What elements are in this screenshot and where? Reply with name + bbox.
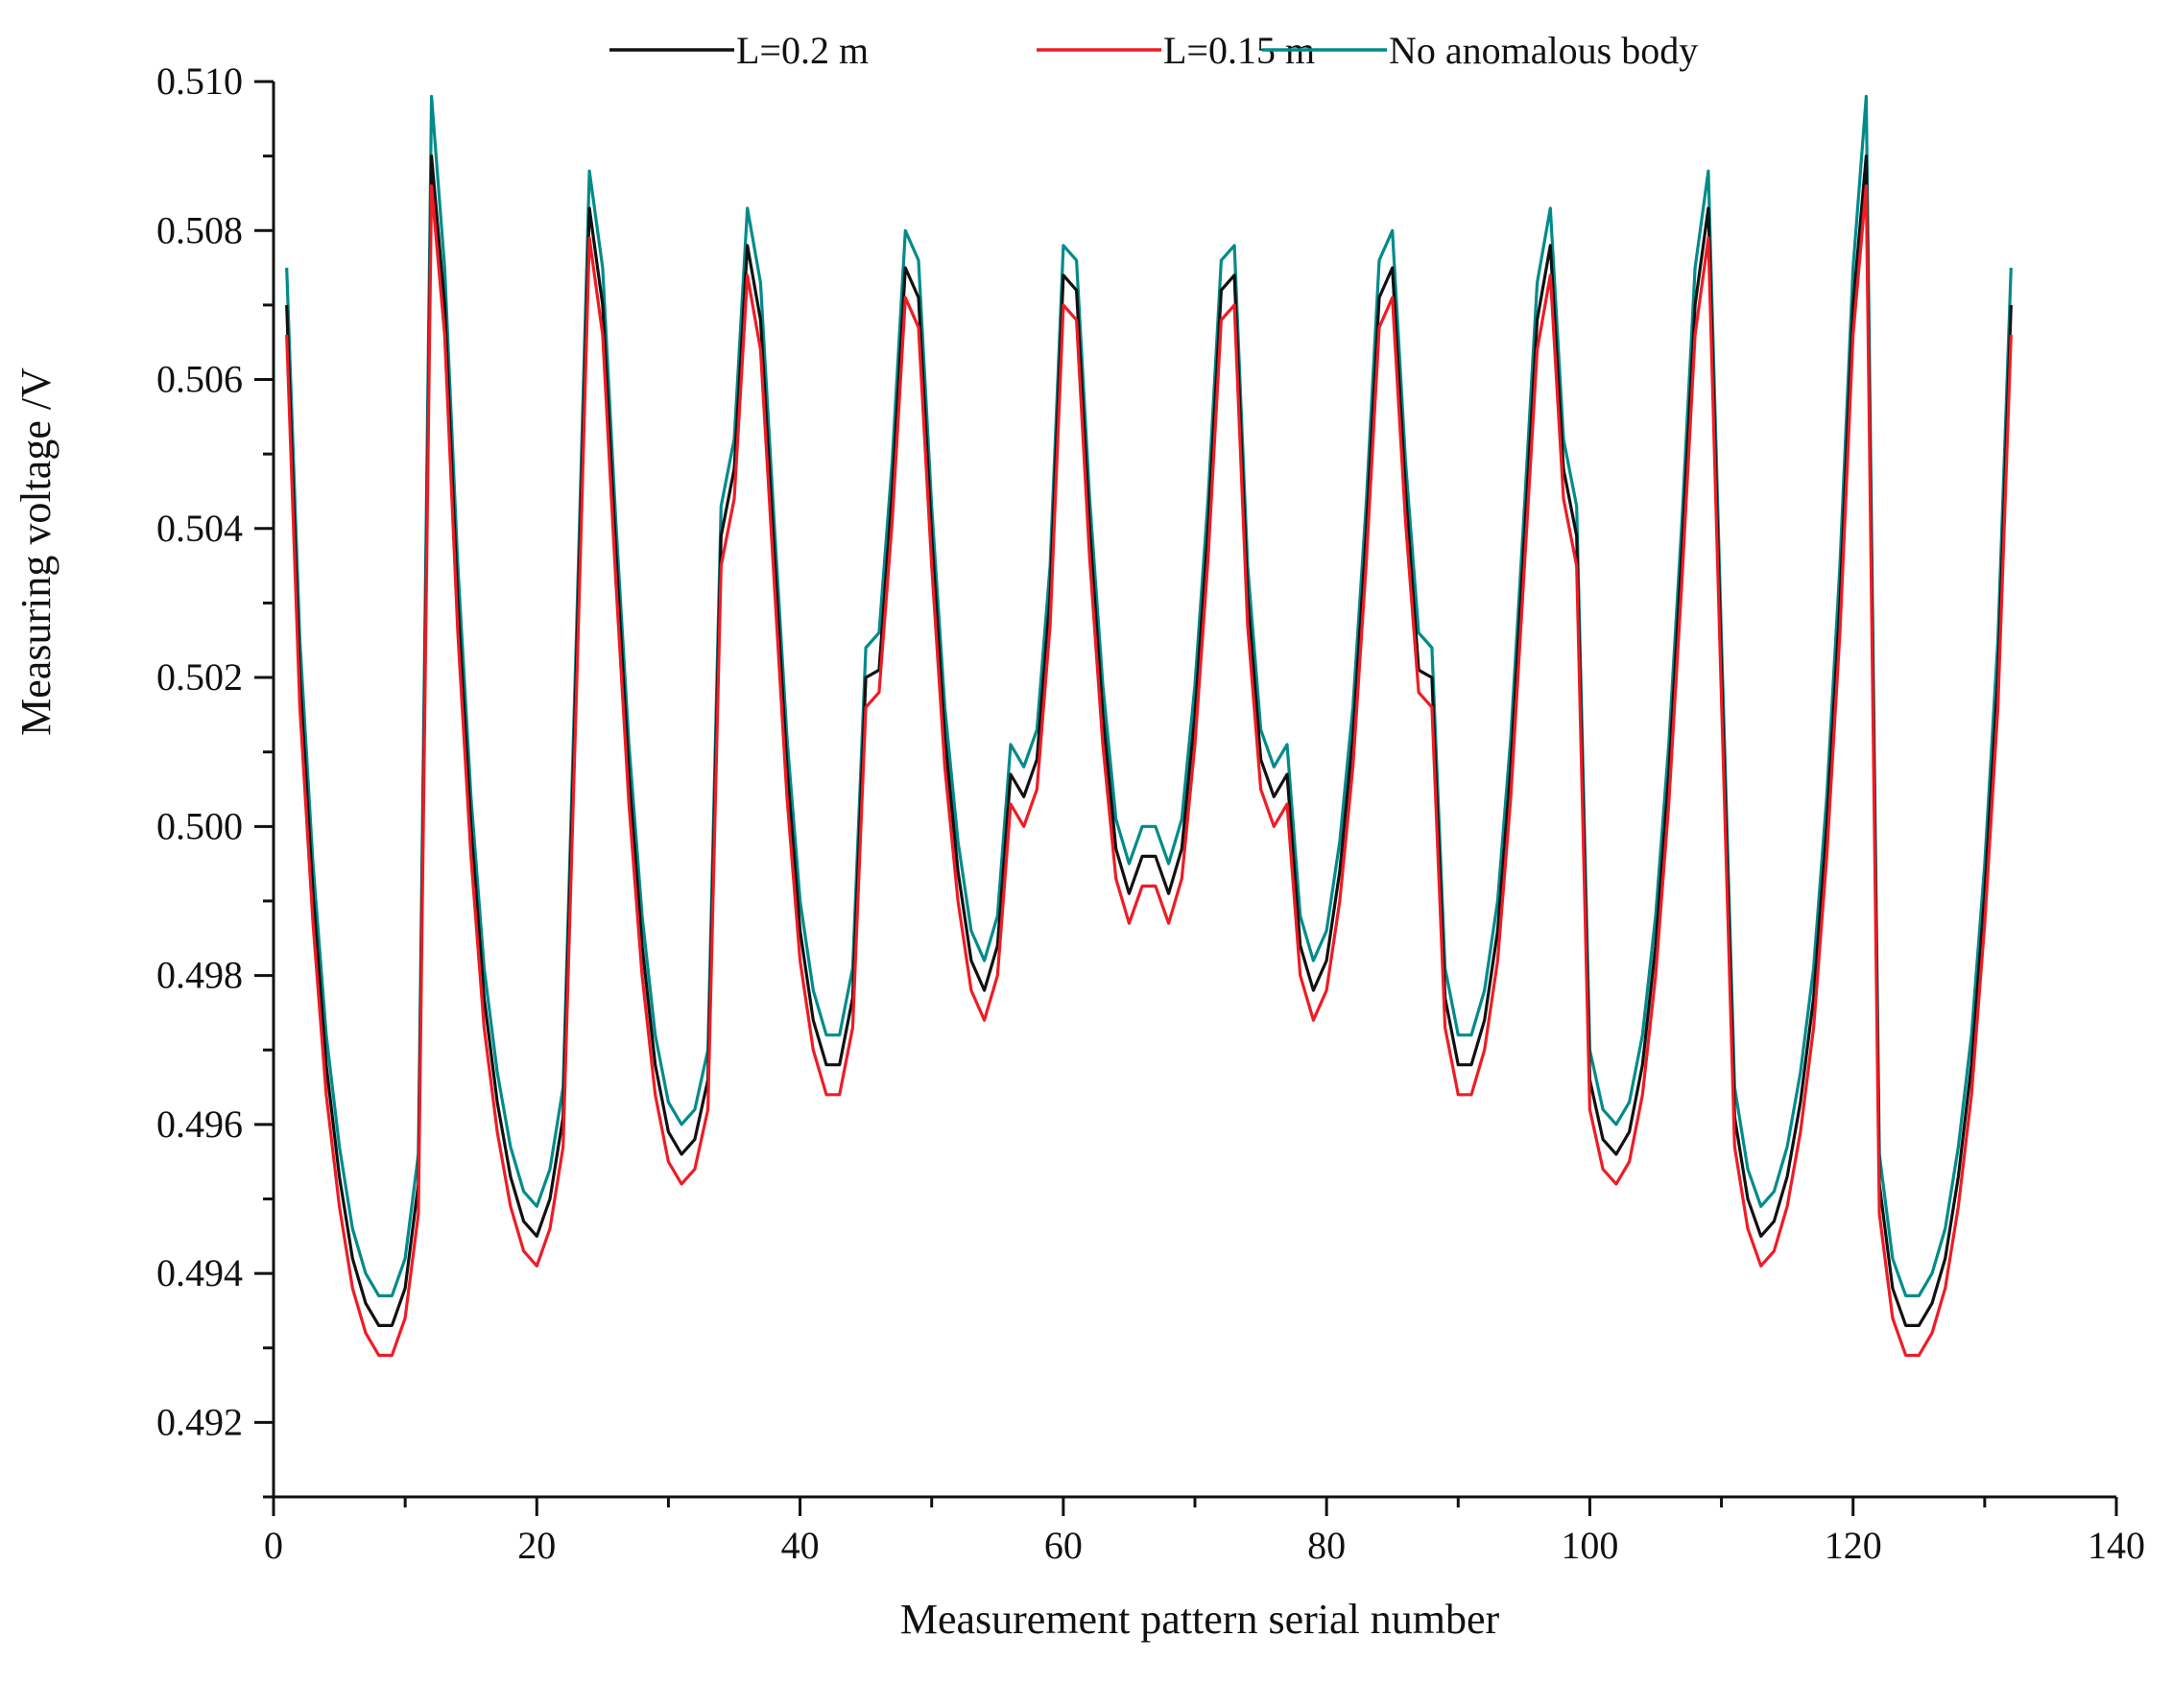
x-tick-label: 120 xyxy=(1825,1524,1882,1567)
x-tick-label: 40 xyxy=(781,1524,820,1567)
y-tick-label: 0.498 xyxy=(156,954,243,997)
series-line-2 xyxy=(285,184,2013,1358)
y-tick-label: 0.508 xyxy=(156,208,243,251)
series-layer xyxy=(285,94,2013,1358)
y-tick-label: 0.506 xyxy=(156,358,243,401)
y-tick-label: 0.510 xyxy=(156,59,243,103)
legend-label-2: No anomalous body xyxy=(1389,29,1698,72)
y-tick-label: 0.500 xyxy=(156,804,243,847)
axes: 0.492 0.494 0.496 0.498 0.500 0.502 0.504 0.506… xyxy=(156,59,2145,1567)
x-tick-label: 0 xyxy=(264,1524,283,1567)
series-line-1 xyxy=(285,154,2013,1327)
legend: L=0.2 m L=0.15 m No anomalous body xyxy=(609,29,1698,72)
x-tick-label: 80 xyxy=(1307,1524,1346,1567)
legend-label-0: L=0.2 m xyxy=(736,29,869,72)
x-tick-label: 100 xyxy=(1561,1524,1618,1567)
y-axis-title: Measuring voltage /V xyxy=(12,368,60,736)
y-tick-label: 0.494 xyxy=(156,1251,243,1294)
x-tick-label: 60 xyxy=(1044,1524,1083,1567)
x-axis-title: Measurement pattern serial number xyxy=(900,1596,1500,1643)
y-tick-label: 0.502 xyxy=(156,655,243,699)
x-tick-label: 140 xyxy=(2088,1524,2145,1567)
x-tick-label: 20 xyxy=(517,1524,556,1567)
y-tick-label: 0.496 xyxy=(156,1103,243,1146)
y-tick-label: 0.492 xyxy=(156,1400,243,1443)
series-line-0 xyxy=(285,94,2013,1297)
y-tick-label: 0.504 xyxy=(156,507,243,550)
